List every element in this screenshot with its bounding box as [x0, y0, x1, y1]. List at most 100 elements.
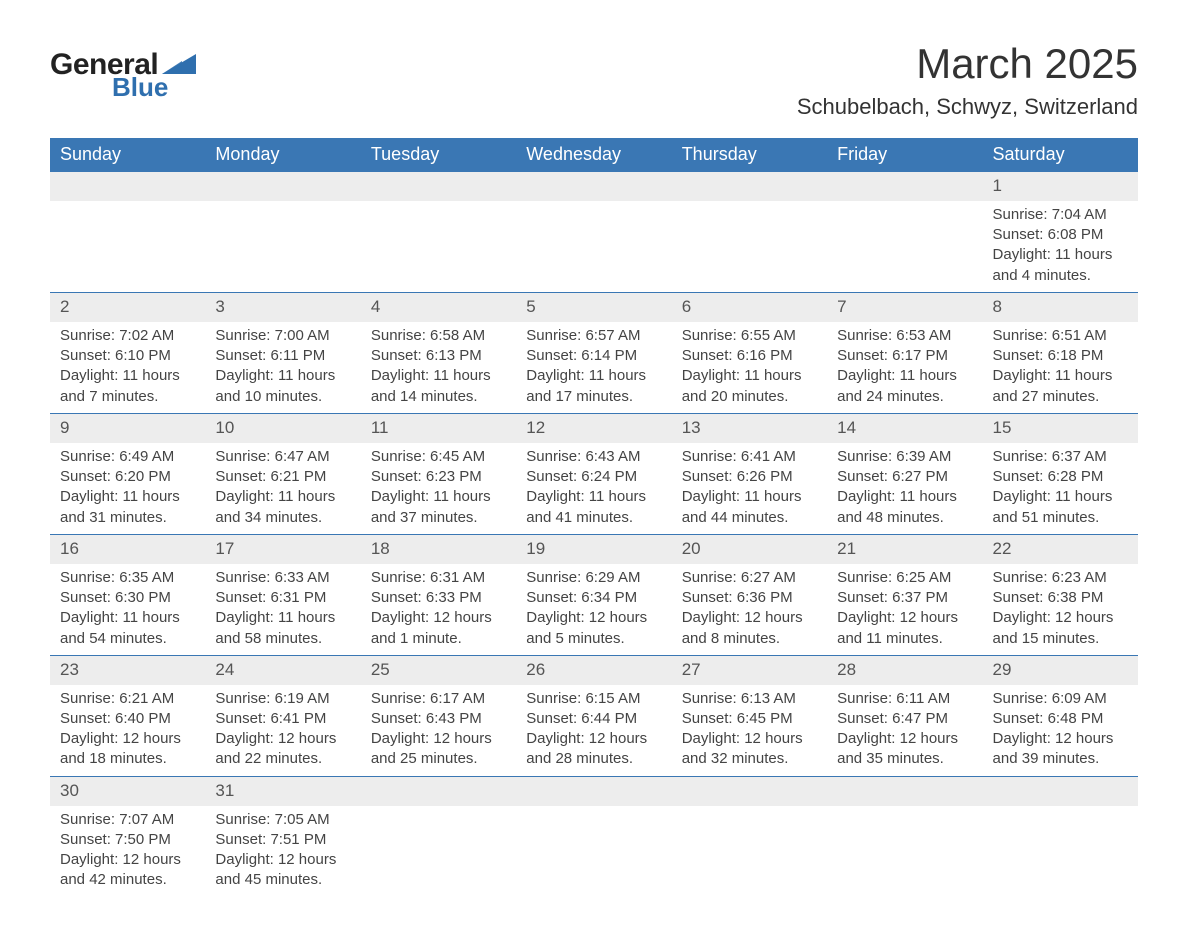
day-body: [516, 201, 671, 271]
sunset-line: Sunset: 6:10 PM: [60, 346, 195, 366]
sunset-line: Sunset: 6:23 PM: [371, 467, 506, 487]
sunrise-line: Sunrise: 7:07 AM: [60, 810, 195, 830]
location: Schubelbach, Schwyz, Switzerland: [797, 94, 1138, 120]
daylight-line: Daylight: 12 hours and 42 minutes.: [60, 850, 195, 891]
day-number: [50, 172, 205, 201]
calendar-day-cell: 21Sunrise: 6:25 AMSunset: 6:37 PMDayligh…: [827, 534, 982, 655]
sunset-line: Sunset: 6:28 PM: [993, 467, 1128, 487]
calendar-day-cell: 29Sunrise: 6:09 AMSunset: 6:48 PMDayligh…: [983, 655, 1138, 776]
day-number: 20: [672, 535, 827, 564]
sunrise-line: Sunrise: 6:19 AM: [215, 689, 350, 709]
sunrise-line: Sunrise: 6:58 AM: [371, 326, 506, 346]
day-body: Sunrise: 6:55 AMSunset: 6:16 PMDaylight:…: [672, 322, 827, 413]
day-number: 4: [361, 293, 516, 322]
sunrise-line: Sunrise: 6:33 AM: [215, 568, 350, 588]
day-body: [672, 806, 827, 876]
calendar-day-cell: 4Sunrise: 6:58 AMSunset: 6:13 PMDaylight…: [361, 292, 516, 413]
sunset-line: Sunset: 6:18 PM: [993, 346, 1128, 366]
weekday-header: Thursday: [672, 138, 827, 172]
day-body: Sunrise: 6:39 AMSunset: 6:27 PMDaylight:…: [827, 443, 982, 534]
day-number: [827, 172, 982, 201]
day-number: 26: [516, 656, 671, 685]
sunset-line: Sunset: 6:20 PM: [60, 467, 195, 487]
sunset-line: Sunset: 6:14 PM: [526, 346, 661, 366]
day-number: 1: [983, 172, 1138, 201]
weekday-header: Friday: [827, 138, 982, 172]
day-number: 6: [672, 293, 827, 322]
weekday-header: Wednesday: [516, 138, 671, 172]
day-number: [516, 172, 671, 201]
calendar-day-cell: 9Sunrise: 6:49 AMSunset: 6:20 PMDaylight…: [50, 413, 205, 534]
day-number: [361, 777, 516, 806]
sunrise-line: Sunrise: 6:31 AM: [371, 568, 506, 588]
calendar-day-cell: 16Sunrise: 6:35 AMSunset: 6:30 PMDayligh…: [50, 534, 205, 655]
day-number: [205, 172, 360, 201]
sunset-line: Sunset: 6:24 PM: [526, 467, 661, 487]
sunrise-line: Sunrise: 6:15 AM: [526, 689, 661, 709]
daylight-line: Daylight: 11 hours and 4 minutes.: [993, 245, 1128, 286]
day-body: Sunrise: 6:19 AMSunset: 6:41 PMDaylight:…: [205, 685, 360, 776]
sunrise-line: Sunrise: 6:35 AM: [60, 568, 195, 588]
day-number: [983, 777, 1138, 806]
daylight-line: Daylight: 11 hours and 10 minutes.: [215, 366, 350, 407]
calendar-week-row: 2Sunrise: 7:02 AMSunset: 6:10 PMDaylight…: [50, 292, 1138, 413]
day-number: 15: [983, 414, 1138, 443]
sunrise-line: Sunrise: 6:29 AM: [526, 568, 661, 588]
calendar-week-row: 23Sunrise: 6:21 AMSunset: 6:40 PMDayligh…: [50, 655, 1138, 776]
calendar-day-cell: 12Sunrise: 6:43 AMSunset: 6:24 PMDayligh…: [516, 413, 671, 534]
calendar-day-cell: 5Sunrise: 6:57 AMSunset: 6:14 PMDaylight…: [516, 292, 671, 413]
day-body: Sunrise: 6:35 AMSunset: 6:30 PMDaylight:…: [50, 564, 205, 655]
calendar-day-cell: 30Sunrise: 7:07 AMSunset: 7:50 PMDayligh…: [50, 776, 205, 896]
day-number: 21: [827, 535, 982, 564]
daylight-line: Daylight: 11 hours and 31 minutes.: [60, 487, 195, 528]
day-body: Sunrise: 6:45 AMSunset: 6:23 PMDaylight:…: [361, 443, 516, 534]
sunrise-line: Sunrise: 7:00 AM: [215, 326, 350, 346]
daylight-line: Daylight: 11 hours and 51 minutes.: [993, 487, 1128, 528]
sunset-line: Sunset: 7:50 PM: [60, 830, 195, 850]
calendar-day-cell: [361, 172, 516, 293]
day-number: 10: [205, 414, 360, 443]
sunset-line: Sunset: 6:38 PM: [993, 588, 1128, 608]
sunset-line: Sunset: 6:41 PM: [215, 709, 350, 729]
logo-word2: Blue: [112, 74, 196, 100]
day-body: Sunrise: 6:21 AMSunset: 6:40 PMDaylight:…: [50, 685, 205, 776]
sunset-line: Sunset: 6:16 PM: [682, 346, 817, 366]
daylight-line: Daylight: 12 hours and 39 minutes.: [993, 729, 1128, 770]
daylight-line: Daylight: 12 hours and 15 minutes.: [993, 608, 1128, 649]
day-number: 12: [516, 414, 671, 443]
day-body: Sunrise: 6:49 AMSunset: 6:20 PMDaylight:…: [50, 443, 205, 534]
sunrise-line: Sunrise: 6:23 AM: [993, 568, 1128, 588]
sunrise-line: Sunrise: 6:47 AM: [215, 447, 350, 467]
calendar-day-cell: 24Sunrise: 6:19 AMSunset: 6:41 PMDayligh…: [205, 655, 360, 776]
calendar-day-cell: [361, 776, 516, 896]
calendar-day-cell: 22Sunrise: 6:23 AMSunset: 6:38 PMDayligh…: [983, 534, 1138, 655]
logo: General Blue: [50, 40, 196, 100]
day-body: Sunrise: 6:33 AMSunset: 6:31 PMDaylight:…: [205, 564, 360, 655]
calendar-day-cell: 14Sunrise: 6:39 AMSunset: 6:27 PMDayligh…: [827, 413, 982, 534]
sunset-line: Sunset: 6:34 PM: [526, 588, 661, 608]
sunrise-line: Sunrise: 6:13 AM: [682, 689, 817, 709]
sunrise-line: Sunrise: 6:27 AM: [682, 568, 817, 588]
daylight-line: Daylight: 12 hours and 8 minutes.: [682, 608, 817, 649]
daylight-line: Daylight: 11 hours and 48 minutes.: [837, 487, 972, 528]
calendar-day-cell: [672, 172, 827, 293]
weekday-header: Sunday: [50, 138, 205, 172]
sunrise-line: Sunrise: 6:55 AM: [682, 326, 817, 346]
weekday-header-row: SundayMondayTuesdayWednesdayThursdayFrid…: [50, 138, 1138, 172]
day-number: 25: [361, 656, 516, 685]
sunset-line: Sunset: 6:13 PM: [371, 346, 506, 366]
sunrise-line: Sunrise: 6:37 AM: [993, 447, 1128, 467]
day-body: [516, 806, 671, 876]
day-body: Sunrise: 6:27 AMSunset: 6:36 PMDaylight:…: [672, 564, 827, 655]
weekday-header: Monday: [205, 138, 360, 172]
day-body: Sunrise: 6:47 AMSunset: 6:21 PMDaylight:…: [205, 443, 360, 534]
day-number: 23: [50, 656, 205, 685]
daylight-line: Daylight: 11 hours and 34 minutes.: [215, 487, 350, 528]
day-body: [672, 201, 827, 271]
day-number: 5: [516, 293, 671, 322]
sunset-line: Sunset: 6:26 PM: [682, 467, 817, 487]
daylight-line: Daylight: 12 hours and 32 minutes.: [682, 729, 817, 770]
day-body: Sunrise: 6:09 AMSunset: 6:48 PMDaylight:…: [983, 685, 1138, 776]
day-body: Sunrise: 6:23 AMSunset: 6:38 PMDaylight:…: [983, 564, 1138, 655]
sunrise-line: Sunrise: 6:51 AM: [993, 326, 1128, 346]
